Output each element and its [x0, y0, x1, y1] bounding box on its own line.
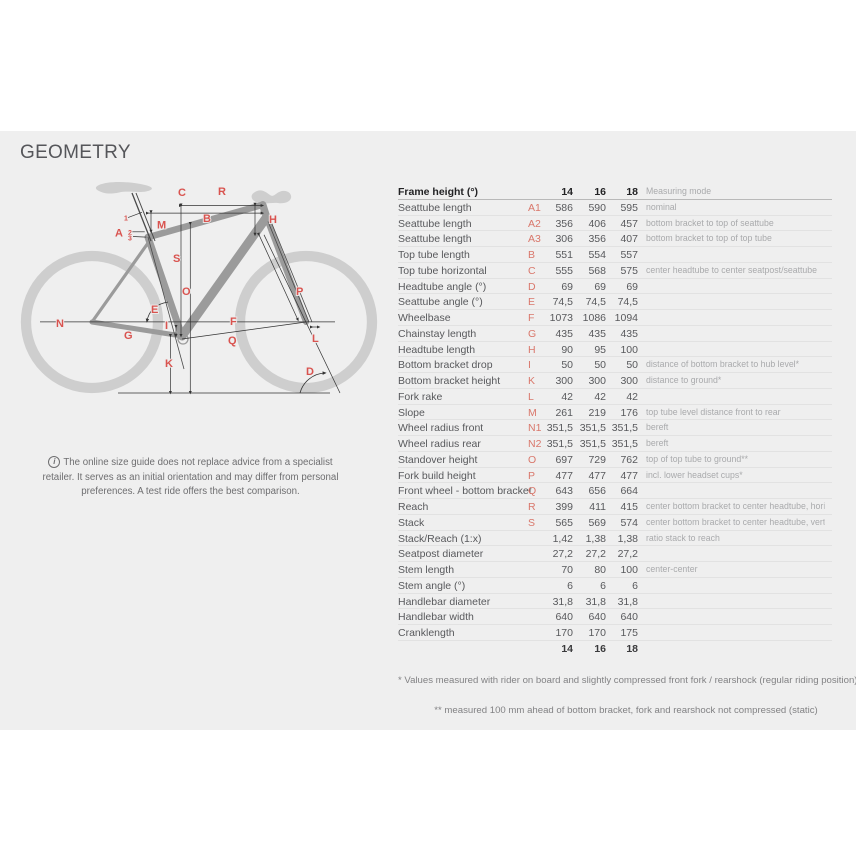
svg-text:1: 1	[124, 216, 128, 223]
svg-text:D: D	[306, 366, 314, 378]
svg-text:L: L	[312, 333, 319, 345]
svg-text:3: 3	[128, 236, 132, 243]
svg-text:M: M	[157, 220, 166, 232]
svg-text:I: I	[165, 320, 168, 332]
svg-text:G: G	[124, 330, 133, 342]
svg-text:C: C	[178, 187, 186, 199]
svg-text:O: O	[182, 286, 191, 298]
svg-text:N: N	[56, 318, 64, 330]
svg-text:B: B	[203, 213, 211, 225]
svg-text:S: S	[173, 253, 180, 265]
svg-text:R: R	[218, 186, 226, 198]
svg-text:H: H	[269, 214, 277, 226]
svg-text:P: P	[296, 286, 303, 298]
svg-text:F: F	[230, 316, 237, 328]
svg-text:E: E	[151, 304, 158, 316]
svg-text:A: A	[115, 228, 123, 240]
svg-text:Q: Q	[228, 335, 237, 347]
svg-text:K: K	[165, 358, 173, 370]
